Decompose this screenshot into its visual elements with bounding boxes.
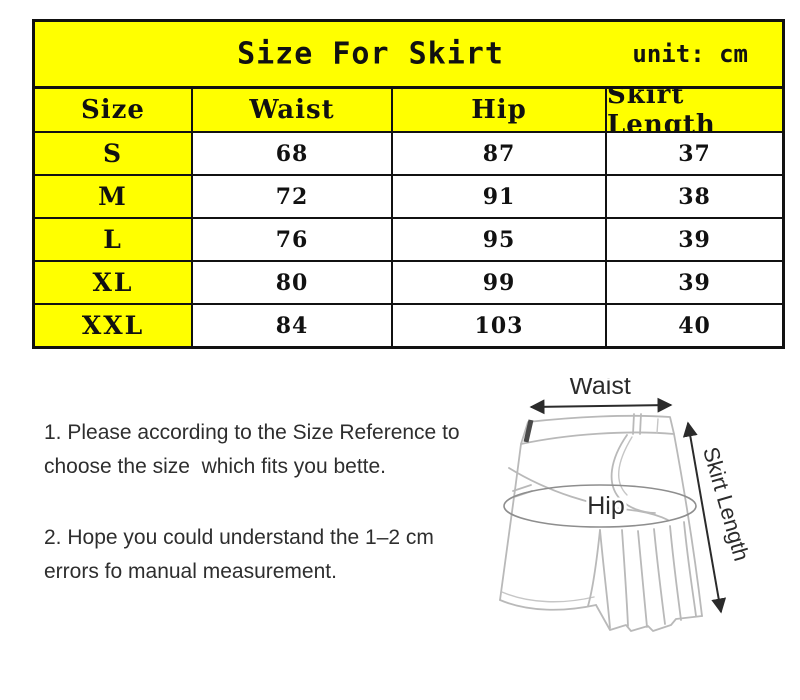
unit-label: unit: cm [632, 40, 748, 68]
waist-label: Waist [569, 378, 631, 400]
table-title-row: Size For Skirt unit: cm [35, 22, 782, 89]
measurement-notes: 1. Please according to the Size Referenc… [44, 416, 460, 626]
column-header-hip: Hip [393, 89, 607, 133]
hip-cell: 87 [393, 133, 607, 176]
note-1: 1. Please according to the Size Referenc… [44, 416, 460, 484]
skirt-length-cell: 37 [607, 133, 782, 176]
waist-arrow-icon [529, 397, 673, 415]
size-cell: M [35, 176, 193, 219]
column-header-waist: Waist [193, 89, 393, 133]
waist-cell: 72 [193, 176, 393, 219]
note-line: choose the size which fits you bette. [44, 455, 387, 478]
waist-cell: 80 [193, 262, 393, 305]
size-cell: L [35, 219, 193, 262]
skirt-length-cell: 39 [607, 219, 782, 262]
note-line: 1. Please according to the Size Referenc… [44, 421, 460, 444]
size-cell: XL [35, 262, 193, 305]
hip-cell: 99 [393, 262, 607, 305]
skirt-length-cell: 38 [607, 176, 782, 219]
table-title: Size For Skirt [237, 36, 504, 72]
waist-cell: 76 [193, 219, 393, 262]
hip-cell: 103 [393, 305, 607, 346]
skirt-length-cell: 40 [607, 305, 782, 346]
size-cell: XXL [35, 305, 193, 346]
skirt-measurement-diagram: Waist Hip Skirt Length [499, 378, 757, 632]
hip-cell: 95 [393, 219, 607, 262]
waist-cell: 84 [193, 305, 393, 346]
belt-loop-icon [523, 419, 534, 443]
table-grid: Size Waist Hip Skirt Length S 68 87 37 M… [35, 80, 782, 346]
skirt-length-label: Skirt Length [698, 444, 754, 564]
column-header-size: Size [35, 89, 193, 133]
column-header-skirt-length: Skirt Length [607, 80, 782, 140]
hip-label: Hip [587, 492, 625, 520]
size-table: Size For Skirt unit: cm Size Waist Hip S… [32, 19, 785, 349]
skirt-length-cell: 39 [607, 262, 782, 305]
note-line: 2. Hope you could understand the 1–2 cm [44, 526, 434, 549]
skirt-sketch [499, 413, 703, 632]
size-cell: S [35, 133, 193, 176]
skirt-length-arrow-icon [682, 421, 727, 614]
note-2: 2. Hope you could understand the 1–2 cm … [44, 521, 460, 589]
waist-cell: 68 [193, 133, 393, 176]
note-line: errors fo manual measurement. [44, 560, 337, 583]
hip-cell: 91 [393, 176, 607, 219]
